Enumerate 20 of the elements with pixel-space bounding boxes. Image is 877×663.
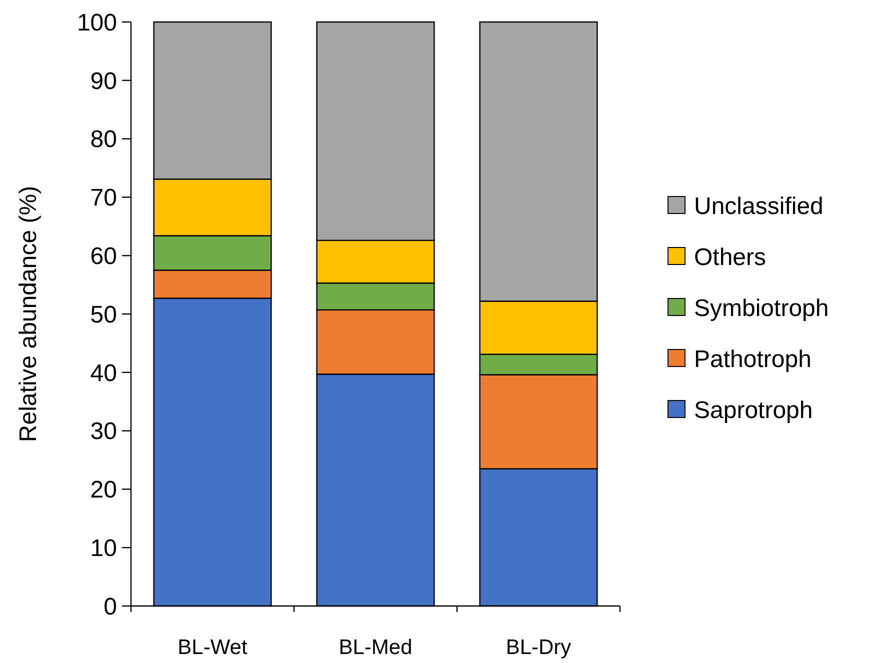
y-tick-label: 80 <box>90 126 117 154</box>
x-tick-label: BL-Wet <box>178 636 248 659</box>
legend-label: Unclassified <box>694 192 824 220</box>
y-tick-label: 50 <box>90 301 117 328</box>
y-tick-label: 90 <box>90 68 117 95</box>
x-tick-label: BL-Dry <box>506 636 572 659</box>
y-tick-label: 20 <box>90 476 117 504</box>
y-tick-label: 70 <box>90 184 117 212</box>
y-tick-label: 60 <box>90 243 117 270</box>
legend-label: Pathotroph <box>694 346 812 373</box>
y-tick-label: 100 <box>76 9 117 36</box>
y-tick-label: 40 <box>90 360 117 387</box>
y-tick-label: 30 <box>90 418 117 446</box>
x-tick-label: BL-Med <box>338 636 412 659</box>
legend-label: Others <box>694 244 766 271</box>
legend-label: Symbiotroph <box>694 294 829 322</box>
legend-label: Saprotroph <box>694 396 813 424</box>
y-tick-label: 0 <box>104 593 117 620</box>
y-tick-label: 10 <box>90 535 117 562</box>
y-axis-title: Relative abundance (%) <box>15 186 42 442</box>
